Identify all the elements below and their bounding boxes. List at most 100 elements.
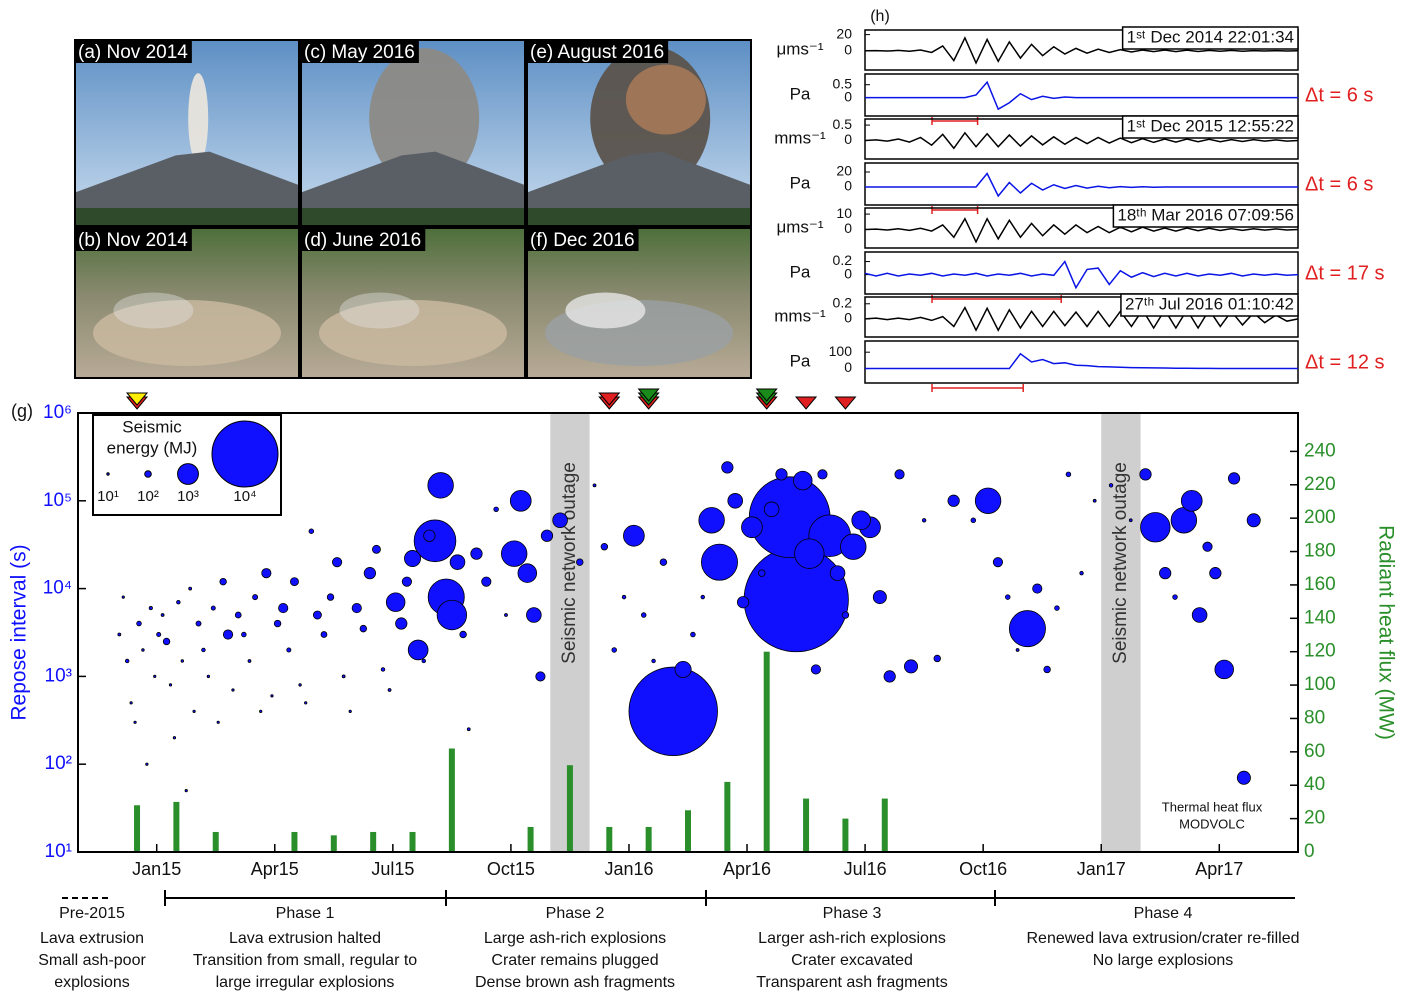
y2-tick-label: 160 [1304,574,1336,595]
event-marker [794,396,818,410]
explosion-bubble [872,590,887,605]
panel-label: (h) [870,8,890,25]
x-tick-label: Apr15 [251,859,299,879]
photo-frame [300,39,526,227]
y-tick-label: 10⁴ [43,578,72,599]
annotation: MODVOLC [1179,816,1245,831]
explosion-bubble [247,659,252,663]
explosion-bubble [387,688,392,692]
photo-mountain [527,151,751,226]
trace-tick-label: 0 [844,88,852,104]
y-tick-label: 10² [45,753,72,774]
trace-unit: Pa [790,262,811,281]
phase-description: explosions [54,974,130,991]
legend-label: 10² [137,488,159,505]
explosion-bubble [359,624,368,633]
phase-description: Lava extrusion halted [229,930,381,947]
trace-unit: Pa [790,173,811,192]
trace-tick-label: 0 [844,131,852,147]
explosion-bubble [270,694,274,698]
x-tick-label: Jan16 [604,859,653,879]
heat-flux-bar [566,765,573,852]
explosion-bubble [933,654,941,663]
explosion-bubble [259,709,263,713]
explosion-bubble [1108,483,1114,488]
x-tick-label: Jul15 [371,859,414,879]
explosion-bubble [970,517,977,524]
legend-bubble [211,420,279,488]
heat-flux-bar [291,831,298,852]
phase-title: Pre-2015 [59,905,125,922]
photo-frame [526,227,752,379]
heat-flux-bar [370,831,377,852]
explosion-bubble [145,762,149,766]
explosion-bubble [883,670,896,683]
legend-bubble [106,472,110,476]
trace-box [864,29,1299,71]
trace-tick-label: 0 [844,310,852,326]
photo-crater-floor [92,300,282,366]
explosion-bubble [851,510,871,531]
explosion-bubble [117,632,122,637]
explosion-bubble [552,512,568,529]
dt-label: Δt = 6 s [1305,84,1373,106]
y2-tick-label: 80 [1304,707,1325,728]
dt-label: Δt = 12 s [1305,351,1385,373]
heat-flux-bar [881,798,888,852]
legend-label: 10¹ [97,488,119,505]
trace-tick-label: 0.2 [833,294,853,310]
explosion-bubble [1202,541,1213,552]
explosion-bubble [894,469,905,480]
waveform [865,80,1298,111]
explosion-bubble [470,547,483,560]
y2-axis-title: Radiant heat flux (MW) [1374,525,1397,740]
trace-box [864,207,1299,249]
heat-flux-bar [448,748,455,852]
timestamp-box [1121,115,1299,139]
y2-tick-label: 240 [1304,440,1336,461]
explosion-bubble [320,631,328,638]
explosion-bubble [721,461,734,474]
phase-description: Crater excavated [791,952,913,969]
x-tick-label: Apr17 [1195,859,1243,879]
explosion-bubble [180,659,184,663]
photo-label-bg [76,41,192,63]
heat-flux-bar [606,826,613,852]
explosion-bubble [273,619,282,628]
photo-label-bg [302,229,426,251]
photo-label-bg [302,41,419,63]
y2-tick-label: 60 [1304,741,1325,762]
legend-label: 10⁴ [233,488,256,505]
y2-tick-label: 200 [1304,507,1336,528]
trace-tick-label: 0 [844,265,852,281]
explosion-bubble [188,586,193,591]
heat-flux-bar [212,831,219,852]
explosion-bubble [133,720,137,724]
photo-mountain [301,151,525,226]
explosion-bubble [535,671,546,682]
timestamp: 18ᵗʰ Mar 2016 07:09:56 [1117,205,1294,224]
photo-vegetation [75,208,299,226]
explosion-bubble [459,630,467,639]
explosion-bubble [234,611,242,619]
panel-label: (g) [11,401,33,421]
photo: (e) August 2016 [526,39,752,227]
explosion-bubble [727,493,744,509]
explosion-bubble [1180,489,1203,512]
heat-flux-bar [685,810,691,852]
event-marker [637,388,660,402]
y-tick-label: 10¹ [45,841,72,862]
phase-title: Phase 2 [546,905,605,922]
x-tick-label: Jan17 [1077,859,1126,879]
explosion-bubble [1015,648,1020,652]
phase-description: No large explosions [1093,952,1234,969]
x-tick-label: Jul16 [844,859,887,879]
explosion-bubble [690,631,696,638]
explosion-bubble [600,543,609,551]
event-marker [755,388,778,402]
photo: (f) Dec 2016 [526,227,752,379]
explosion-bubble [628,666,718,757]
explosion-bubble [481,576,492,587]
